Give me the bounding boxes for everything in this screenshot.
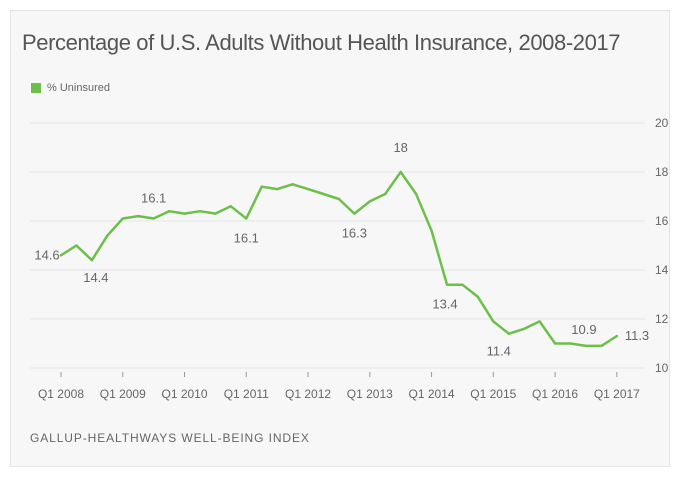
data-point [523,327,526,330]
x-axis-ticks: Q1 2008 Q1 2009 Q1 2010 Q1 2011 Q1 2012 Q1 20… [38,372,640,401]
data-label: 13.4 [432,297,457,312]
data-label: 18 [393,140,407,155]
x-tick-label: Q1 2015 [470,387,516,401]
data-point [152,217,155,220]
data-point [183,212,186,215]
chart-frame [10,10,670,467]
legend-swatch [31,83,41,93]
data-point [306,187,310,191]
data-point [553,342,557,345]
data-point [445,283,449,286]
data-point [167,210,171,213]
data-point [430,229,433,232]
data-point [291,183,294,186]
x-tick-label: Q1 2017 [594,387,640,401]
x-tick-label: Q1 2016 [532,387,578,401]
data-point [384,192,387,196]
data-point [214,212,217,215]
data-point [399,170,402,174]
data-point [569,342,572,345]
data-point [275,187,279,191]
data-point [353,212,356,215]
data-point [414,192,418,196]
series-group [59,170,619,348]
data-point [337,197,341,201]
x-tick-label: Q1 2014 [409,387,455,401]
legend-label: % Uninsured [47,82,110,94]
data-point [322,192,325,196]
data-point [229,205,233,208]
data-point [121,217,124,220]
x-tick-label: Q1 2011 [224,387,269,401]
source-note: GALLUP-HEALTHWAYS WELL-BEING INDEX [30,431,310,445]
data-label: 11.4 [487,344,511,359]
x-tick-label: Q1 2012 [285,387,331,401]
y-tick-label: 18 [655,165,669,179]
y-tick-label: 16 [655,214,669,228]
data-point [90,259,94,262]
data-point [461,283,464,286]
data-point [584,344,588,348]
chart-title: Percentage of U.S. Adults Without Health… [22,30,621,55]
x-tick-label: Q1 2010 [161,387,207,401]
y-tick-label: 20 [655,116,669,130]
data-label: 16.1 [141,191,166,206]
data-point [59,254,63,257]
y-tick-label: 12 [655,312,669,326]
data-label: 11.3 [625,328,649,343]
y-tick-label: 14 [655,263,669,277]
data-point [260,185,263,188]
data-point [538,320,541,323]
data-point [75,244,78,247]
data-point [137,214,140,218]
y-axis-ticks: 10 12 14 16 18 20 [655,116,669,375]
data-point [106,234,109,237]
data-label: 16.1 [234,231,259,246]
x-tick-label: Q1 2013 [347,387,393,401]
y-tick-label: 10 [655,361,669,375]
data-label: 14.4 [83,270,108,285]
x-tick-label: Q1 2008 [38,387,84,401]
x-tick-label: Q1 2009 [100,387,146,401]
data-point [198,210,202,213]
gridlines [30,122,645,369]
data-point [507,332,510,335]
data-point [615,334,619,338]
data-label: 16.3 [342,226,367,241]
data-point [492,320,495,323]
data-point [368,200,371,203]
legend: % Uninsured [31,82,110,94]
data-point [600,344,603,348]
data-point [476,295,480,299]
data-label: 10.9 [571,322,596,337]
data-label: 14.6 [34,247,59,262]
data-labels: 14.6 14.4 16.1 16.1 16.3 18 13.4 11.4 10.9 11.3 [34,140,649,359]
data-point [245,217,248,220]
